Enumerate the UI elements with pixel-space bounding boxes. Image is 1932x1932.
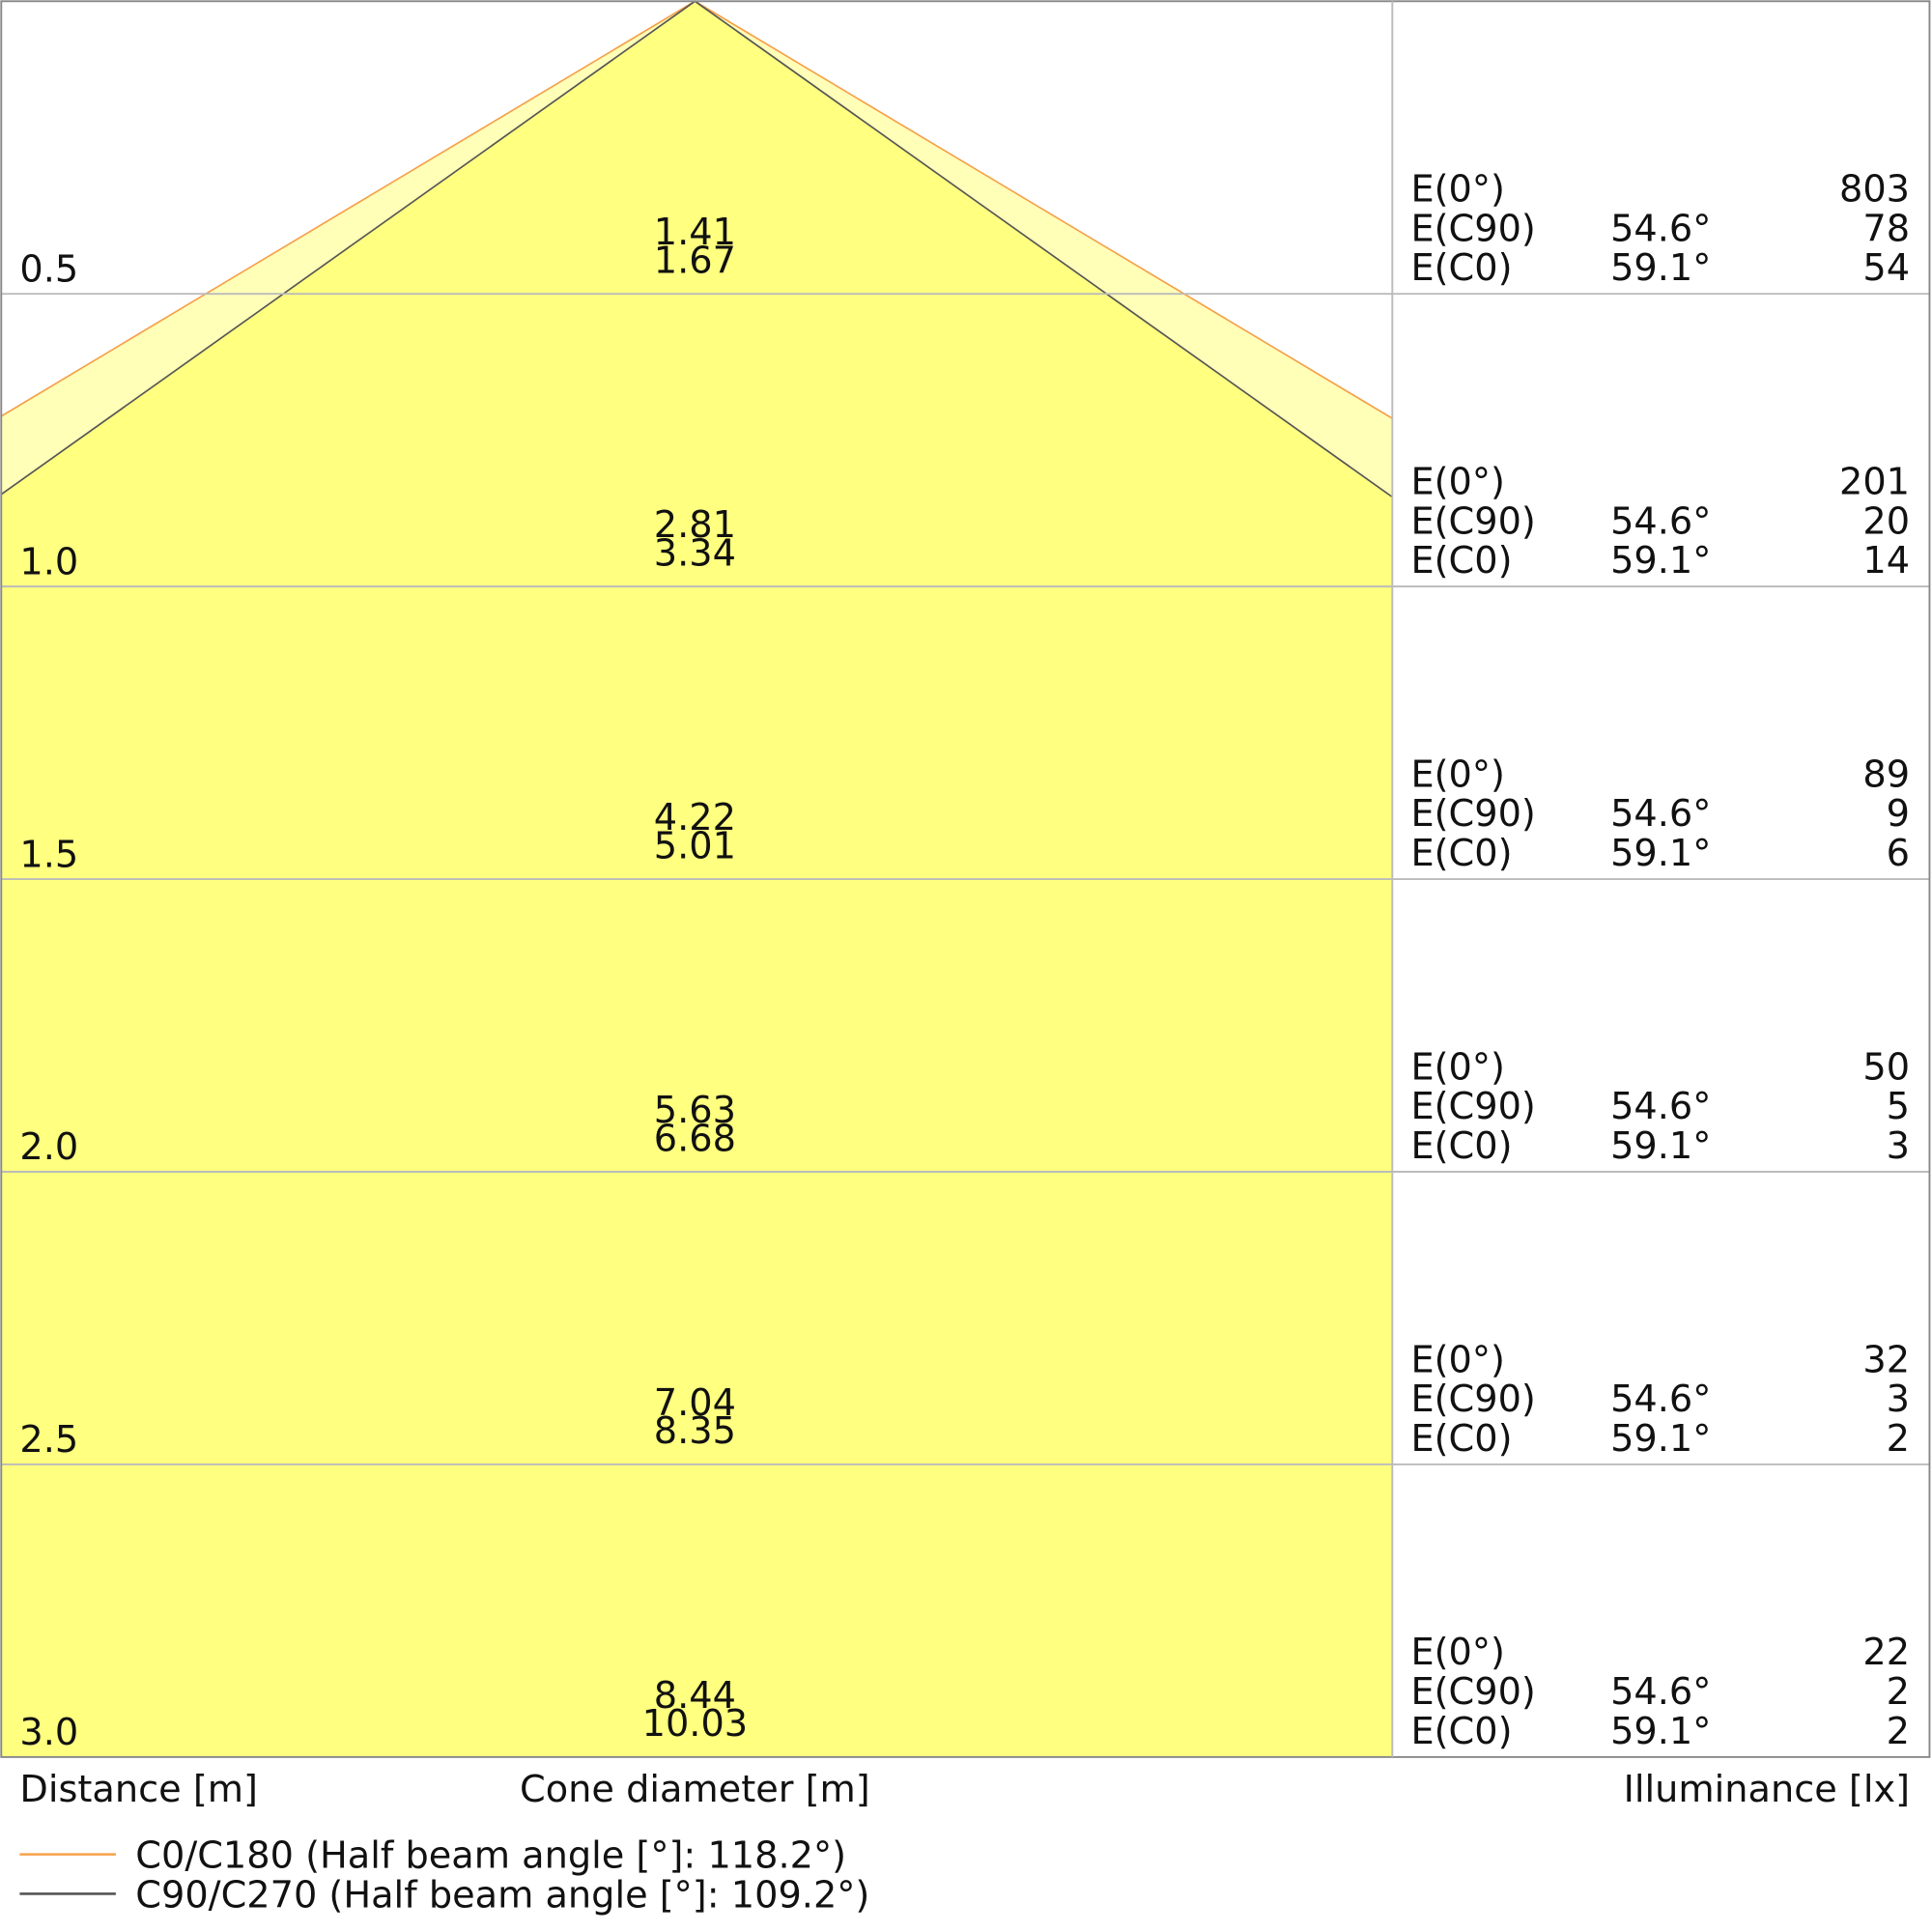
distance-tick-label: 2.0 bbox=[19, 1125, 78, 1169]
ec90-angle: 54.6° bbox=[1610, 1670, 1711, 1714]
ec90-value: 2 bbox=[1887, 1670, 1910, 1714]
ec90-label: E(C90) bbox=[1410, 1085, 1535, 1128]
ec90-value: 9 bbox=[1887, 792, 1910, 836]
cone-diameter-c90: 5.63 bbox=[654, 1089, 736, 1132]
ec0-label: E(C0) bbox=[1410, 539, 1512, 582]
cone-diameter-c0: 3.34 bbox=[654, 531, 736, 575]
ec90-angle: 54.6° bbox=[1610, 1378, 1711, 1421]
e0-value: 201 bbox=[1839, 460, 1910, 503]
e0-value: 89 bbox=[1862, 753, 1910, 796]
ec0-label: E(C0) bbox=[1410, 832, 1512, 875]
ec90-label: E(C90) bbox=[1410, 1670, 1535, 1714]
ec0-value: 6 bbox=[1887, 832, 1910, 875]
ec90-angle: 54.6° bbox=[1610, 207, 1711, 250]
cone-diameter-c90: 8.44 bbox=[654, 1674, 736, 1718]
e0-value: 50 bbox=[1862, 1045, 1910, 1089]
ec0-value: 2 bbox=[1887, 1417, 1910, 1461]
ec90-angle: 54.6° bbox=[1610, 1085, 1711, 1128]
cone-diameter-c90: 4.22 bbox=[654, 796, 736, 839]
cone-diameter-c90: 7.04 bbox=[654, 1381, 736, 1425]
illuminance-axis-label: Illuminance [lx] bbox=[1624, 1768, 1910, 1811]
ec90-value: 5 bbox=[1887, 1085, 1910, 1128]
cone-diameter-c0: 6.68 bbox=[654, 1117, 736, 1160]
e0-value: 22 bbox=[1862, 1631, 1910, 1674]
ec90-value: 3 bbox=[1887, 1378, 1910, 1421]
ec0-angle: 59.1° bbox=[1610, 1124, 1711, 1168]
cone-axis-label: Cone diameter [m] bbox=[520, 1768, 870, 1811]
cone-diameter-c0: 10.03 bbox=[642, 1702, 749, 1746]
ec90-angle: 54.6° bbox=[1610, 499, 1711, 543]
ec0-angle: 59.1° bbox=[1610, 246, 1711, 290]
ec0-angle: 59.1° bbox=[1610, 1417, 1711, 1461]
ec0-angle: 59.1° bbox=[1610, 832, 1711, 875]
legend-label-c0: C0/C180 (Half beam angle [°]: 118.2°) bbox=[135, 1834, 846, 1878]
distance-tick-label: 3.0 bbox=[19, 1711, 78, 1754]
cone-diameter-c0: 8.35 bbox=[654, 1409, 736, 1453]
ec0-label: E(C0) bbox=[1410, 1417, 1512, 1461]
cone-diameter-c0: 1.67 bbox=[654, 240, 736, 283]
ec0-angle: 59.1° bbox=[1610, 539, 1711, 582]
ec0-label: E(C0) bbox=[1410, 1124, 1512, 1168]
legend-label-c90: C90/C270 (Half beam angle [°]: 109.2°) bbox=[135, 1873, 869, 1917]
ec0-value: 3 bbox=[1887, 1124, 1910, 1168]
e0-label: E(0°) bbox=[1410, 168, 1504, 212]
ec0-value: 2 bbox=[1887, 1710, 1910, 1753]
ec0-value: 14 bbox=[1862, 539, 1910, 582]
ec0-value: 54 bbox=[1862, 246, 1910, 290]
e0-value: 32 bbox=[1862, 1338, 1910, 1381]
ec90-label: E(C90) bbox=[1410, 792, 1535, 836]
ec0-label: E(C0) bbox=[1410, 246, 1512, 290]
e0-label: E(0°) bbox=[1410, 1631, 1504, 1674]
ec90-value: 78 bbox=[1862, 207, 1910, 250]
e0-label: E(0°) bbox=[1410, 1338, 1504, 1381]
cone-diameter-c0: 5.01 bbox=[654, 824, 736, 867]
distance-tick-label: 0.5 bbox=[19, 247, 78, 291]
ec0-angle: 59.1° bbox=[1610, 1710, 1711, 1753]
cone-diameter-c90: 1.41 bbox=[654, 211, 736, 254]
ec90-label: E(C90) bbox=[1410, 207, 1535, 250]
e0-value: 803 bbox=[1839, 168, 1910, 212]
ec90-label: E(C90) bbox=[1410, 499, 1535, 543]
distance-axis-label: Distance [m] bbox=[19, 1768, 258, 1811]
chart-frame bbox=[0, 0, 1931, 1758]
e0-label: E(0°) bbox=[1410, 1045, 1504, 1089]
ec0-label: E(C0) bbox=[1410, 1710, 1512, 1753]
ec90-angle: 54.6° bbox=[1610, 792, 1711, 836]
cone-diameter-c90: 2.81 bbox=[654, 503, 736, 547]
ec90-label: E(C90) bbox=[1410, 1378, 1535, 1421]
distance-tick-label: 2.5 bbox=[19, 1418, 78, 1462]
legend: C0/C180 (Half beam angle [°]: 118.2°) C9… bbox=[19, 1834, 869, 1917]
e0-label: E(0°) bbox=[1410, 753, 1504, 796]
distance-tick-label: 1.5 bbox=[19, 833, 78, 876]
e0-label: E(0°) bbox=[1410, 460, 1504, 503]
distance-tick-label: 1.0 bbox=[19, 540, 78, 583]
ec90-value: 20 bbox=[1862, 499, 1910, 543]
